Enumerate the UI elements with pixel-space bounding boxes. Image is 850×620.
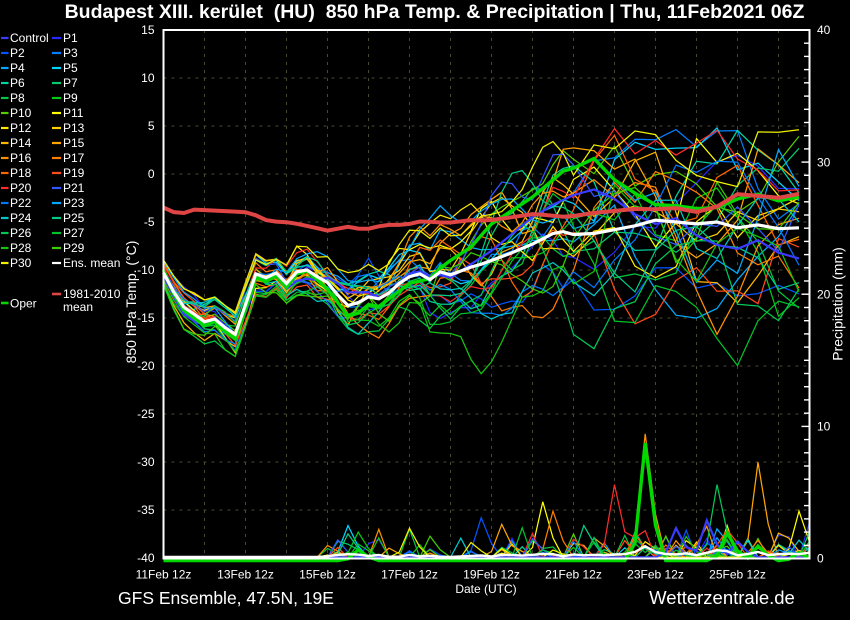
- svg-text:P2: P2: [10, 46, 25, 60]
- svg-text:-25: -25: [137, 407, 155, 421]
- svg-text:1981-2010: 1981-2010: [63, 287, 121, 301]
- svg-text:Wetterzentrale.de: Wetterzentrale.de: [649, 587, 795, 608]
- svg-text:17Feb 12z: 17Feb 12z: [381, 568, 438, 582]
- svg-text:19Feb 12z: 19Feb 12z: [463, 568, 520, 582]
- svg-text:P6: P6: [10, 76, 25, 90]
- svg-text:P9: P9: [63, 91, 78, 105]
- svg-text:P15: P15: [63, 136, 85, 150]
- svg-text:Control: Control: [10, 31, 49, 45]
- svg-text:0: 0: [817, 552, 824, 566]
- svg-text:Ens. mean: Ens. mean: [63, 256, 120, 270]
- svg-text:P19: P19: [63, 166, 85, 180]
- svg-text:P14: P14: [10, 136, 32, 150]
- svg-text:5: 5: [148, 119, 155, 133]
- svg-text:P4: P4: [10, 61, 25, 75]
- svg-text:40: 40: [817, 23, 831, 37]
- svg-text:0: 0: [148, 167, 155, 181]
- svg-text:-10: -10: [137, 263, 155, 277]
- svg-text:P27: P27: [63, 226, 85, 240]
- svg-text:15: 15: [141, 23, 155, 37]
- svg-text:10: 10: [141, 71, 155, 85]
- svg-text:21Feb 12z: 21Feb 12z: [545, 568, 602, 582]
- svg-text:P30: P30: [10, 256, 32, 270]
- svg-text:30: 30: [817, 155, 831, 169]
- svg-text:P23: P23: [63, 196, 85, 210]
- svg-text:Oper: Oper: [10, 297, 37, 311]
- svg-text:P11: P11: [63, 106, 84, 120]
- svg-text:Budapest XIII. kerület (HU): Budapest XIII. kerület (HU) 850 hPa Temp…: [65, 1, 805, 23]
- svg-text:15Feb 12z: 15Feb 12z: [299, 568, 356, 582]
- svg-text:13Feb 12z: 13Feb 12z: [217, 568, 274, 582]
- svg-text:P26: P26: [10, 226, 32, 240]
- svg-text:P29: P29: [63, 241, 85, 255]
- svg-text:P22: P22: [10, 196, 32, 210]
- svg-text:850 hPa Temp. (°C): 850 hPa Temp. (°C): [123, 241, 139, 364]
- svg-text:P20: P20: [10, 181, 32, 195]
- svg-text:10: 10: [817, 420, 831, 434]
- svg-text:P8: P8: [10, 91, 25, 105]
- svg-text:25Feb 12z: 25Feb 12z: [709, 568, 766, 582]
- svg-text:P7: P7: [63, 76, 78, 90]
- svg-text:P12: P12: [10, 121, 32, 135]
- svg-text:P1: P1: [63, 31, 78, 45]
- svg-text:11Feb 12z: 11Feb 12z: [136, 568, 192, 582]
- svg-text:P13: P13: [63, 121, 85, 135]
- svg-text:P10: P10: [10, 106, 32, 120]
- svg-text:23Feb 12z: 23Feb 12z: [627, 568, 684, 582]
- svg-text:P25: P25: [63, 211, 85, 225]
- svg-text:-20: -20: [137, 359, 155, 373]
- svg-text:P24: P24: [10, 211, 32, 225]
- svg-text:20: 20: [817, 287, 831, 301]
- svg-text:P28: P28: [10, 241, 32, 255]
- svg-text:Precipitation (mm): Precipitation (mm): [830, 247, 846, 361]
- svg-text:Date (UTC): Date (UTC): [455, 582, 516, 596]
- svg-text:P3: P3: [63, 46, 78, 60]
- svg-text:-5: -5: [144, 215, 155, 229]
- svg-text:P21: P21: [63, 181, 85, 195]
- svg-text:P16: P16: [10, 151, 32, 165]
- svg-text:P5: P5: [63, 61, 78, 75]
- svg-text:P18: P18: [10, 166, 32, 180]
- svg-text:-40: -40: [137, 551, 155, 565]
- svg-text:mean: mean: [63, 300, 93, 314]
- svg-text:-15: -15: [137, 311, 155, 325]
- svg-text:-35: -35: [137, 503, 155, 517]
- svg-text:P17: P17: [63, 151, 85, 165]
- svg-text:-30: -30: [137, 455, 155, 469]
- svg-text:GFS Ensemble, 47.5N, 19E: GFS Ensemble, 47.5N, 19E: [118, 588, 334, 608]
